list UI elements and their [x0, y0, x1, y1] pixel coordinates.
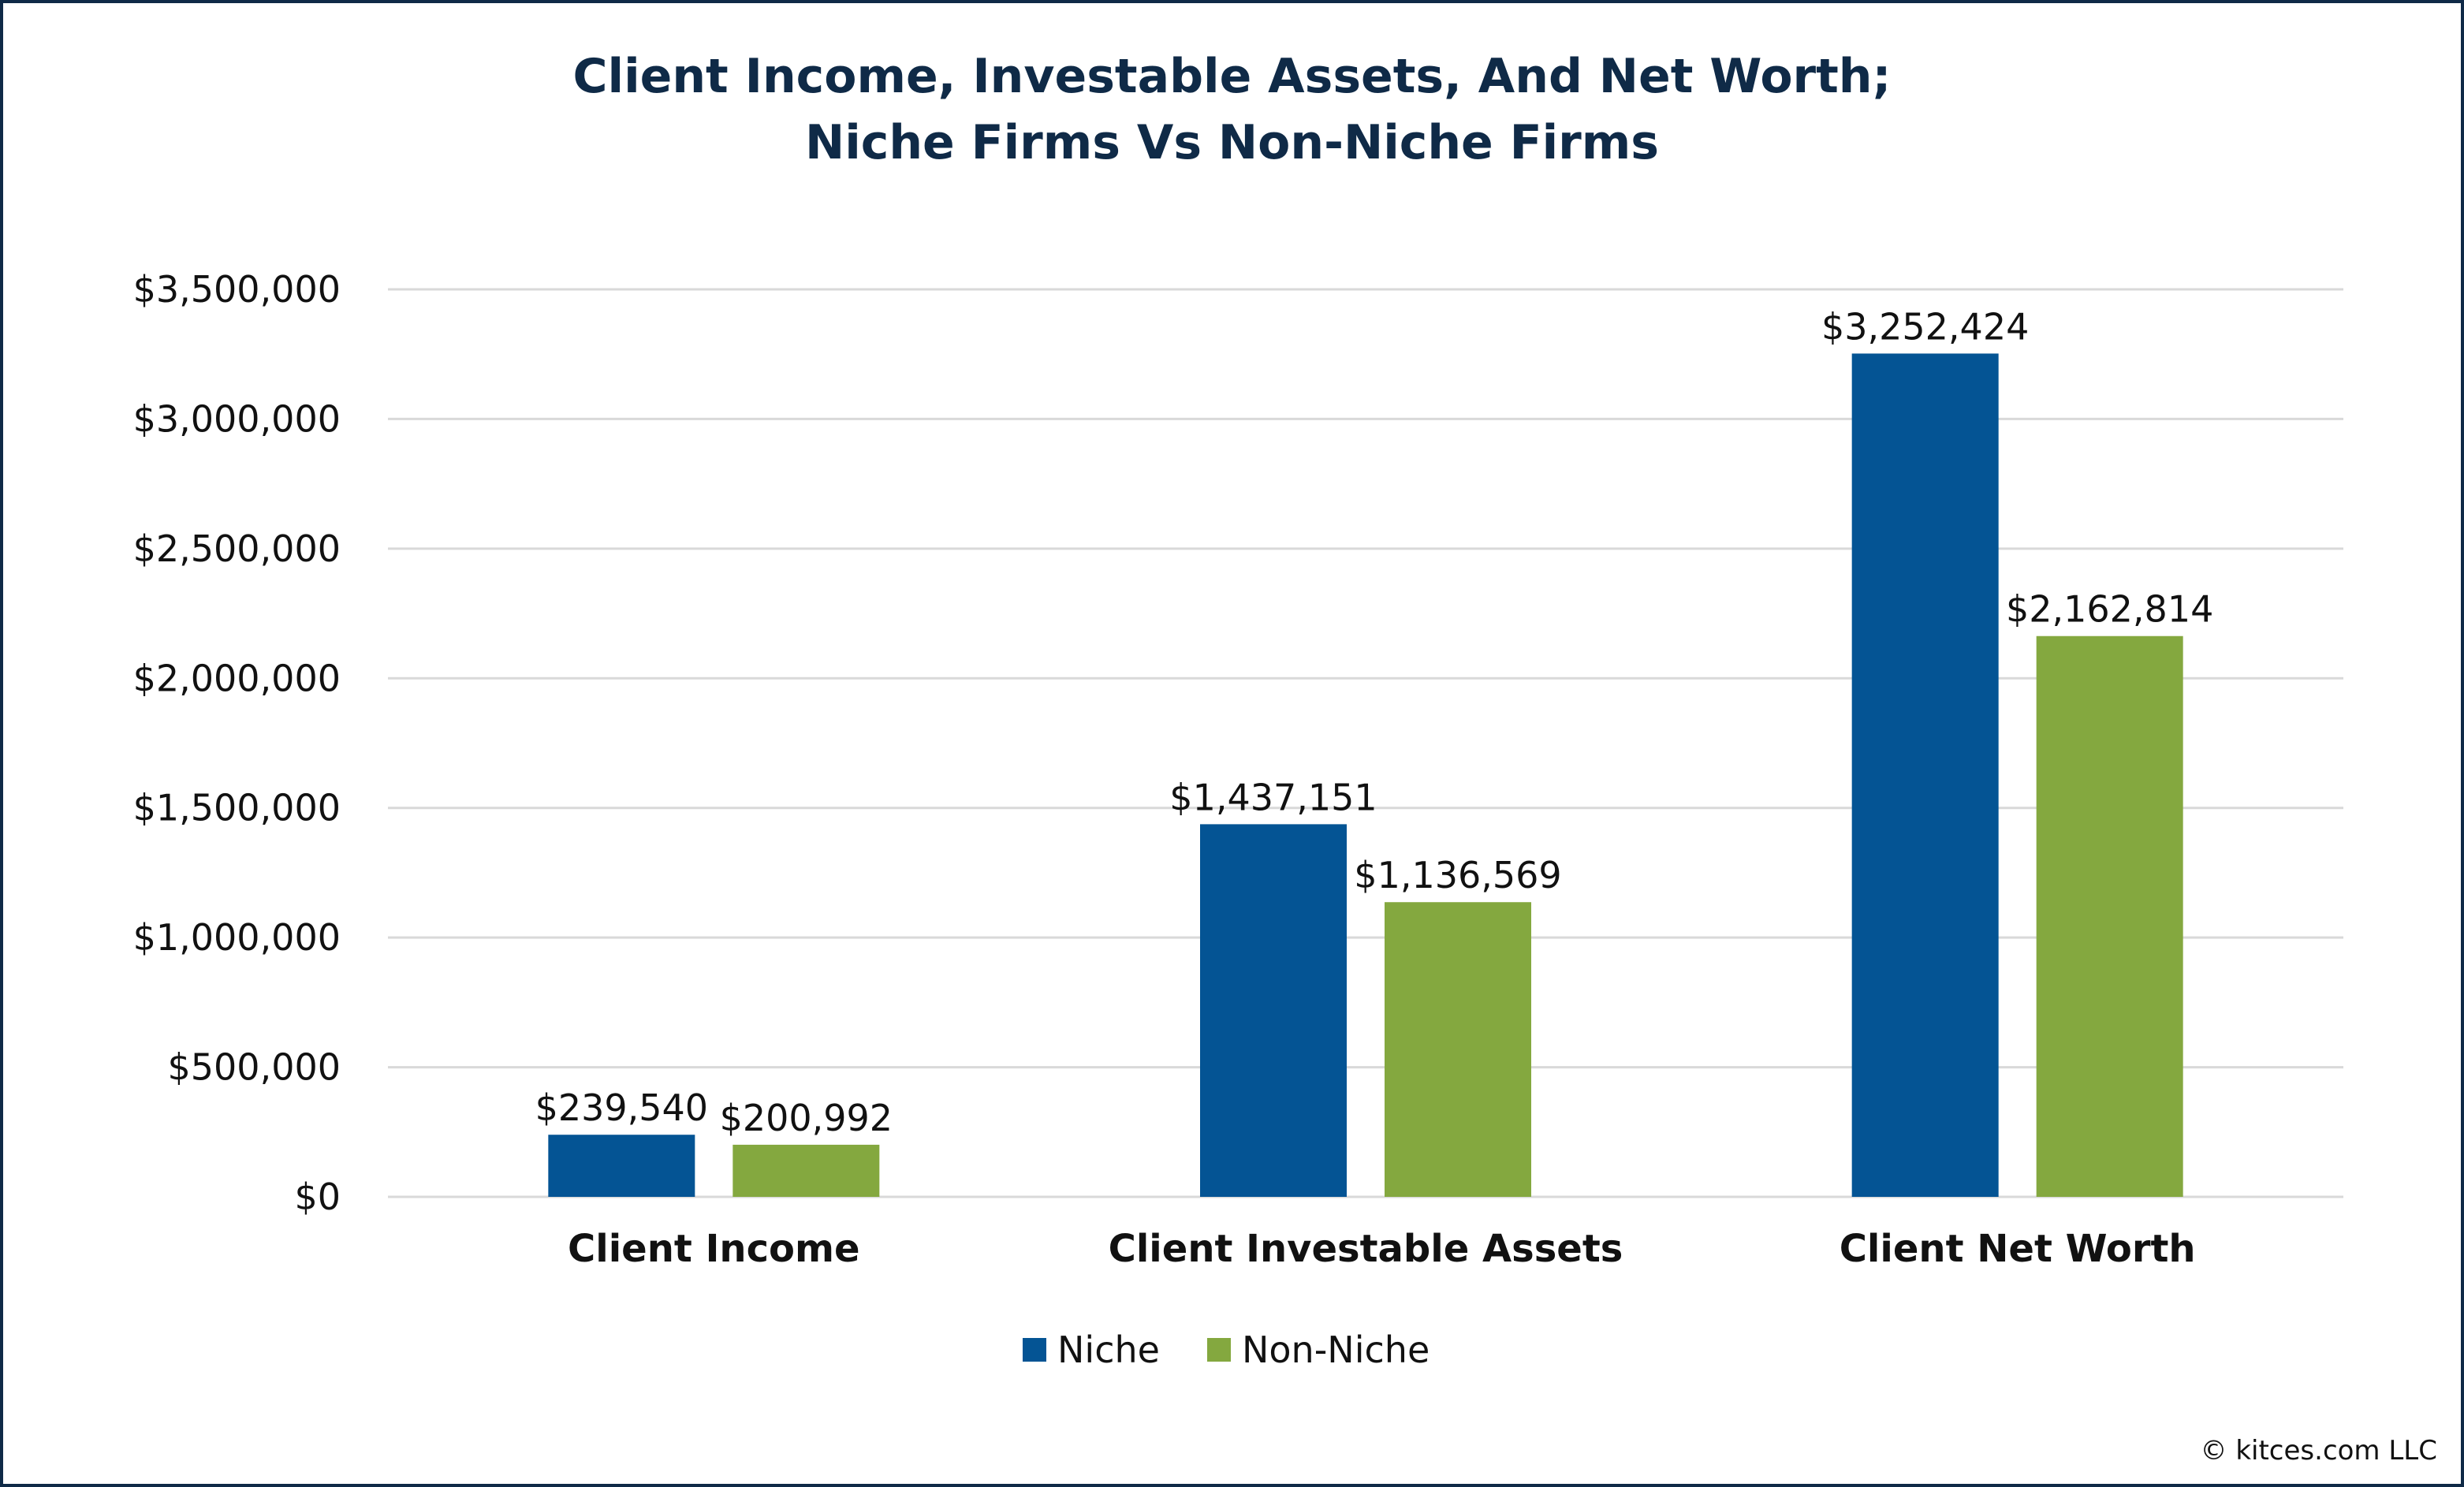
data-label: $2,162,814 — [2006, 588, 2213, 631]
data-label: $200,992 — [720, 1097, 893, 1139]
bar-niche — [1851, 353, 1999, 1198]
data-label: $239,540 — [535, 1086, 709, 1129]
chart-title-line-2: Niche Firms Vs Non-Niche Firms — [804, 115, 1660, 170]
y-tick-label: $1,000,000 — [133, 916, 341, 959]
y-tick-label: $3,500,000 — [133, 268, 341, 311]
y-tick-label: $1,500,000 — [133, 787, 341, 829]
chart-title: Client Income, Investable Assets, And Ne… — [0, 43, 2464, 176]
x-category-label: Client Net Worth — [1840, 1227, 2196, 1271]
y-tick-label: $3,000,000 — [133, 397, 341, 440]
bar-non-niche — [732, 1144, 880, 1197]
copyright-text: © kitces.com LLC — [2200, 1435, 2437, 1467]
legend-label-non-niche: Non-Niche — [1242, 1329, 1430, 1371]
data-label: $1,437,151 — [1169, 776, 1377, 818]
x-category-label: Client Investable Assets — [1109, 1227, 1623, 1271]
data-label: $1,136,569 — [1354, 854, 1561, 896]
y-tick-label: $500,000 — [168, 1046, 341, 1089]
legend-swatch-niche — [1023, 1338, 1046, 1362]
bar-niche — [1200, 824, 1347, 1197]
chart-title-line-1: Client Income, Investable Assets, And Ne… — [572, 49, 1892, 104]
y-tick-label: $0 — [294, 1176, 341, 1218]
y-tick-label: $2,000,000 — [133, 657, 341, 699]
x-category-label: Client Income — [568, 1227, 860, 1271]
bar-niche — [548, 1135, 695, 1197]
legend-swatch-non-niche — [1207, 1338, 1231, 1362]
y-tick-label: $2,500,000 — [133, 527, 341, 570]
data-label: $3,252,424 — [1821, 305, 2029, 348]
bar-non-niche — [1385, 902, 1531, 1197]
bar-non-niche — [2036, 635, 2183, 1197]
legend-label-niche: Niche — [1057, 1329, 1160, 1371]
